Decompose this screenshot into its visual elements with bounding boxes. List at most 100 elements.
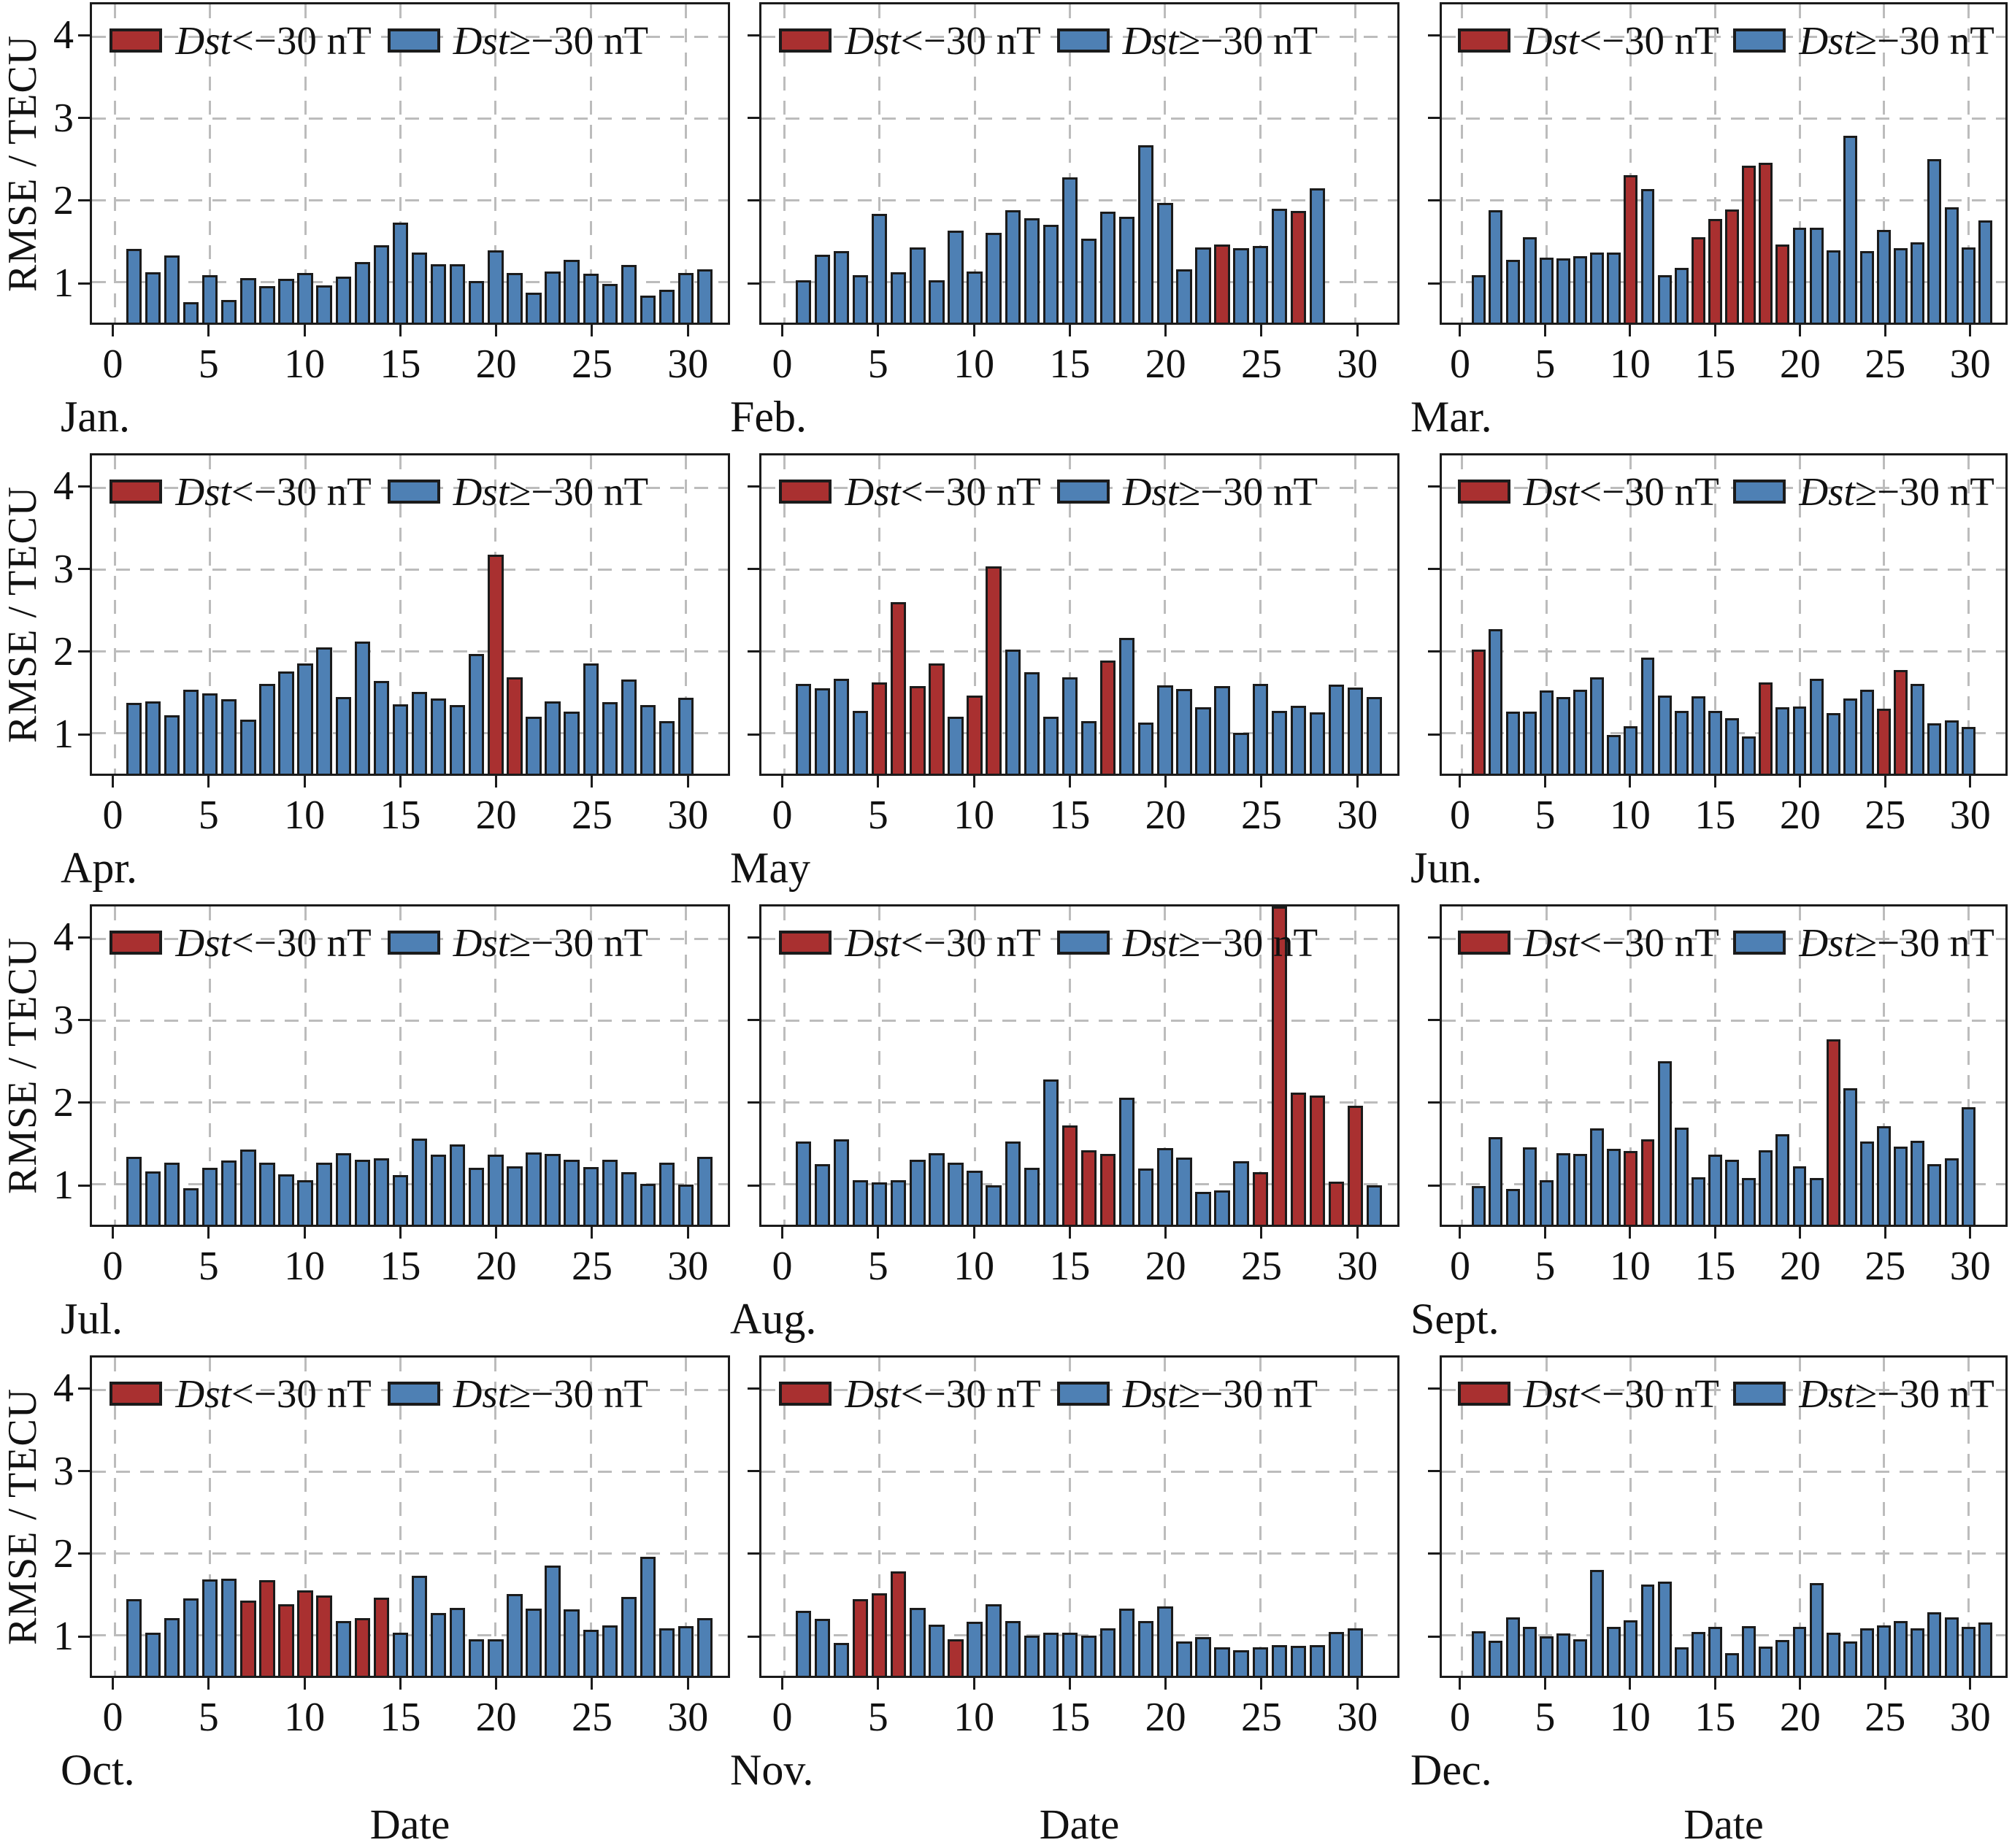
bar-aug-19 [1138, 1168, 1154, 1225]
gridline-x [1545, 906, 1548, 1225]
bar-sept-21 [1809, 1178, 1824, 1225]
y-tick [78, 1019, 90, 1022]
x-tick-label: 15 [1049, 793, 1091, 838]
gridline-y [92, 280, 728, 283]
panel-may: Dst<−30 nT Dst≥−30 nT 0 5 10 15 20 25 30 May [730, 453, 1399, 890]
gridline-x [1629, 1358, 1632, 1676]
x-tick [1260, 1678, 1263, 1690]
legend-quiet-dst-text: Dst [453, 469, 510, 514]
bar-mar-27 [1911, 242, 1925, 323]
x-tick-label: 25 [1865, 342, 1906, 387]
gridline-x [1545, 4, 1548, 323]
bar-jul-21 [507, 1166, 523, 1225]
gridline-x [304, 1358, 307, 1676]
y-tick-label: 4 [53, 1366, 74, 1412]
bar-jul-3 [164, 1163, 180, 1225]
bar-may-23 [1214, 686, 1230, 774]
y-tick [1428, 568, 1440, 571]
bar-may-28 [1309, 712, 1326, 774]
x-tick [1799, 1678, 1802, 1690]
gridline-x [1068, 455, 1071, 774]
x-tick [1164, 325, 1167, 336]
bar-jul-2 [145, 1171, 161, 1225]
gridline-x [304, 4, 307, 323]
gridline-x [685, 1358, 688, 1676]
bar-feb-15 [1061, 177, 1078, 323]
gridline-y [1442, 1101, 2005, 1104]
bar-may-15 [1061, 677, 1078, 774]
bar-aug-11 [986, 1185, 1002, 1225]
bar-oct-27 [621, 1596, 637, 1676]
bar-nov-21 [1176, 1641, 1192, 1676]
plot-area-jul: Dst<−30 nT Dst≥−30 nT [90, 904, 730, 1227]
bar-nov-4 [852, 1598, 869, 1676]
bar-jan-20 [488, 250, 504, 323]
month-label-may: May [730, 844, 810, 892]
legend-storm-label: Dst<−30 nT [175, 1374, 371, 1414]
y-tick-label: 4 [53, 12, 74, 58]
gridline-y [761, 1182, 1397, 1185]
x-tick [303, 776, 306, 788]
bar-may-5 [871, 682, 888, 774]
bar-aug-18 [1119, 1097, 1135, 1225]
bar-jun-26 [1894, 670, 1908, 774]
month-label-jun: Jun. [1410, 844, 1483, 892]
legend-storm-swatch-icon [779, 28, 832, 53]
gridline-x [399, 906, 402, 1225]
x-tick-label: 0 [772, 1695, 793, 1740]
gridline-x [1461, 1358, 1464, 1676]
bar-sept-8 [1590, 1128, 1605, 1225]
y-tick [748, 1552, 759, 1555]
bar-may-2 [814, 688, 831, 774]
bar-apr-18 [450, 705, 466, 774]
x-tick-label: 0 [102, 793, 123, 838]
gridline-y [1442, 280, 2005, 283]
bar-jun-23 [1843, 698, 1857, 774]
x-tick [1629, 1678, 1632, 1690]
bar-dec-9 [1607, 1626, 1621, 1676]
bar-may-22 [1195, 707, 1211, 774]
bar-jul-7 [240, 1150, 256, 1225]
legend-storm-dst-text: Dst [1523, 469, 1580, 514]
x-tick [1543, 1678, 1546, 1690]
legend-quiet-label: Dst≥−30 nT [1799, 20, 1994, 61]
gridline-x [1461, 4, 1464, 323]
bar-sept-10 [1624, 1151, 1638, 1225]
bar-mar-25 [1877, 229, 1892, 323]
x-tick-label: 0 [772, 1244, 793, 1289]
legend-storm-swatch-icon [1457, 1382, 1510, 1406]
bar-mar-20 [1792, 228, 1807, 323]
x-tick-label: 0 [1449, 793, 1470, 838]
x-tick-label: 5 [198, 342, 219, 387]
gridline-y [92, 731, 728, 734]
bar-apr-21 [507, 677, 523, 774]
x-tick [877, 1227, 880, 1239]
bar-may-18 [1119, 638, 1135, 774]
y-tick [748, 1635, 759, 1638]
x-tick-label: 25 [571, 342, 613, 387]
bar-jan-10 [297, 272, 313, 323]
legend-storm-dst-text: Dst [175, 1371, 231, 1416]
x-tick-label: 30 [1949, 1244, 1991, 1289]
bar-feb-3 [833, 250, 850, 323]
gridline-x [1164, 455, 1167, 774]
gridline-x [1713, 906, 1716, 1225]
y-tick [748, 568, 759, 571]
bar-jul-29 [658, 1163, 675, 1225]
x-tick [1713, 776, 1716, 788]
bar-nov-26 [1271, 1644, 1287, 1676]
legend-quiet-dst-text: Dst [1122, 920, 1179, 965]
bar-nov-18 [1119, 1609, 1135, 1676]
bar-mar-19 [1775, 244, 1790, 323]
legend-quiet-swatch-icon [387, 1382, 440, 1406]
y-tick [78, 733, 90, 736]
gridline-x [685, 455, 688, 774]
legend-quiet-label: Dst≥−30 nT [1123, 1374, 1318, 1414]
bar-dec-5 [1539, 1636, 1554, 1676]
gridline-y [761, 650, 1397, 652]
bar-nov-13 [1024, 1636, 1040, 1676]
legend-entry-storm: Dst<−30 nT [1457, 923, 1719, 963]
bar-jan-13 [354, 262, 370, 323]
legend-storm-swatch-icon [1457, 28, 1510, 53]
y-tick [78, 485, 90, 488]
